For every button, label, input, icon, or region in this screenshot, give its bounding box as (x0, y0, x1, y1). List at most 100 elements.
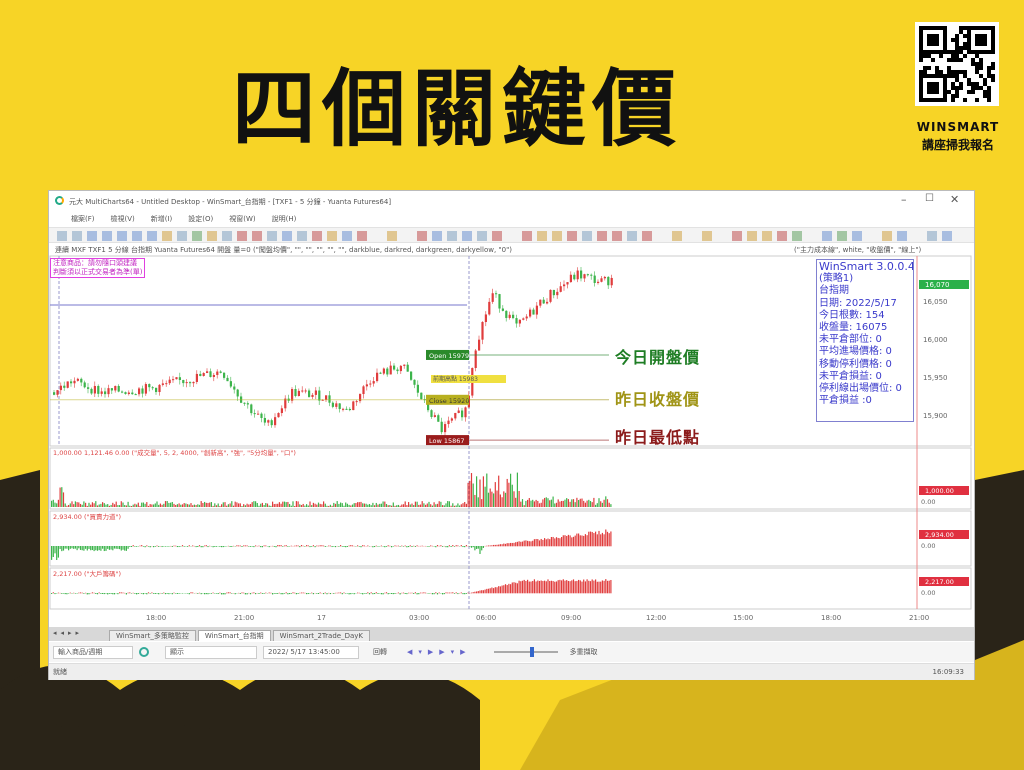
force-bar (231, 546, 233, 547)
qr-module (991, 66, 995, 70)
minimize-button[interactable]: – (901, 193, 907, 206)
qr-module (951, 98, 955, 102)
volume-bar (382, 501, 384, 507)
force-bar (579, 535, 581, 547)
playback-controls[interactable]: ◀▾▶▶▾▶ (407, 648, 472, 656)
chips-bar (542, 580, 544, 594)
multi-capture-button[interactable]: 多重擷取 (569, 648, 598, 656)
force-bar (113, 546, 116, 549)
volume-bar (402, 504, 405, 507)
force-bar (248, 546, 250, 547)
force-bar (375, 545, 377, 547)
volume-bar (181, 504, 184, 507)
volume-bar (566, 498, 568, 507)
menu-window[interactable]: 視窗(W) (229, 215, 256, 223)
chips-bar (324, 592, 326, 594)
tab-2trade-dayk[interactable]: WinSmart_2Trade_DayK (272, 630, 371, 641)
chips-bar (311, 592, 313, 594)
datetime-picker[interactable]: 2022/ 5/17 13:45:00 (263, 645, 359, 659)
speed-slider[interactable] (493, 647, 558, 657)
chips-bar (176, 593, 178, 594)
replay-button[interactable]: 回轉 (373, 648, 387, 656)
volume-bar (430, 504, 432, 507)
menu-settings[interactable]: 設定(O) (188, 215, 214, 223)
menu-new[interactable]: 新增(I) (150, 215, 173, 223)
info-line: WinSmart 3.0.0.4 (819, 260, 914, 273)
candle-body (535, 305, 538, 315)
force-bar (489, 545, 491, 547)
volume-bar (61, 487, 63, 507)
toolbar (49, 227, 974, 243)
volume-bar (321, 504, 323, 507)
time-axis-label: 15:00 (733, 614, 753, 622)
volume-bar (477, 497, 479, 507)
chips-bar (365, 593, 367, 594)
qr-module (939, 50, 943, 54)
force-bar (389, 545, 391, 547)
chips-bar (460, 592, 462, 594)
force-bar (224, 546, 226, 547)
chips-bar (226, 592, 228, 594)
tab-taiex-futures[interactable]: WinSmart_台指期 (197, 630, 271, 641)
status-text: 就緒 (53, 668, 67, 676)
toolbar-icon (312, 231, 322, 241)
force-bar (486, 545, 488, 547)
chips-bar (443, 593, 445, 595)
menu-view[interactable]: 檢視(V) (110, 215, 135, 223)
candle-body (325, 395, 328, 400)
chips-bar (147, 592, 150, 594)
chips-bar (200, 593, 202, 595)
maximize-button[interactable]: ☐ (925, 193, 934, 204)
qr-code[interactable] (915, 22, 999, 106)
volume-bar (244, 505, 246, 507)
menu-file[interactable]: 檔案(F) (71, 215, 95, 223)
close-button[interactable]: ✕ (950, 193, 960, 206)
chips-bar (457, 593, 459, 595)
chips-bar (547, 579, 549, 594)
menu-help[interactable]: 說明(H) (271, 215, 297, 223)
chips-bar (209, 593, 211, 594)
display-select[interactable]: 顯示 (165, 645, 257, 659)
volume-bar (312, 502, 314, 507)
tab-scroll-arrows[interactable]: ◂◂▸▸ (53, 629, 84, 637)
volume-bar (474, 494, 476, 507)
qr-module (943, 74, 947, 78)
symbol-input[interactable]: 輸入商品/週期 (53, 645, 133, 659)
chips-bar (377, 593, 379, 594)
volume-bar (243, 504, 245, 507)
window-title: 元大 MultiCharts64 - Untitled Desktop - Wi… (69, 198, 392, 206)
force-bar (246, 545, 248, 547)
volume-bar (481, 499, 483, 507)
force-bar (603, 534, 605, 547)
volume-bar (501, 497, 503, 507)
chips-bar (399, 593, 401, 595)
qr-module (955, 38, 959, 42)
volume-bar (163, 503, 165, 507)
force-bar (127, 546, 129, 549)
toolbar-icon (222, 231, 232, 241)
refresh-icon[interactable] (139, 647, 149, 657)
chips-bar (447, 592, 449, 594)
chips-bar (205, 593, 207, 595)
qr-module (959, 58, 963, 62)
volume-bar (154, 503, 156, 507)
qr-module (947, 58, 951, 62)
chips-bar (362, 593, 364, 595)
chips-bar (222, 593, 224, 595)
candle-body (80, 378, 83, 383)
chips-bar (210, 593, 212, 594)
force-bar (440, 545, 442, 547)
volume-bar (365, 503, 367, 507)
chips-bar (508, 583, 510, 594)
chips-bar (411, 592, 413, 594)
toolbar-icon (492, 231, 502, 241)
force-bar (341, 546, 343, 547)
force-bar (282, 546, 284, 547)
info-line: 收盤量: 16075 (819, 322, 888, 334)
force-bar (251, 546, 253, 547)
chips-bar (474, 591, 476, 594)
candle-body (416, 384, 419, 393)
tab-multi-strategy[interactable]: WinSmart_多策略監控 (109, 630, 196, 641)
indicator-zero-label: 0.00 (921, 589, 935, 597)
chart-area[interactable]: 16,050 16,000 15,950 15,900 16,070 Open 15979… (49, 191, 976, 627)
